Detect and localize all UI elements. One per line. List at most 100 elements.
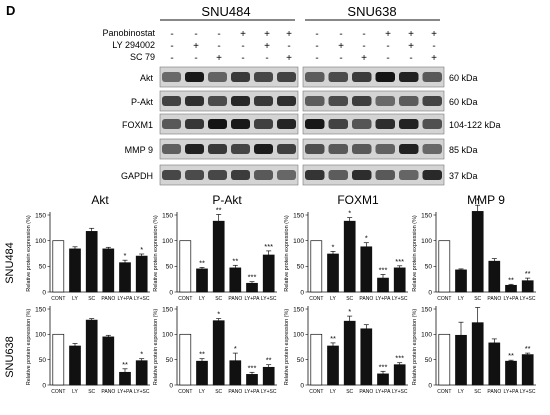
blot-band	[422, 144, 442, 154]
y-tick-label: 50	[297, 357, 305, 364]
y-tick-label: 150	[162, 306, 173, 313]
significance-marker: *	[124, 251, 127, 260]
treatment-label-ly294002: LY 294002	[112, 40, 155, 50]
bar	[135, 360, 148, 386]
significance-marker: ***	[248, 273, 257, 282]
blot-band	[277, 119, 296, 129]
treatment-mark: +	[431, 53, 437, 64]
cell-line-header-snu638: SNU638	[347, 4, 396, 19]
bar	[85, 231, 98, 293]
blot-band	[208, 170, 227, 180]
y-tick-label: 100	[35, 238, 46, 245]
blot-size-label: 85 kDa	[449, 145, 478, 155]
treatment-mark: -	[194, 29, 197, 40]
x-tick-label: LY	[72, 296, 78, 302]
significance-marker: **	[525, 269, 531, 278]
y-tick-label: 150	[35, 212, 46, 219]
bar	[521, 280, 534, 293]
y-tick-label: 150	[162, 212, 173, 219]
x-tick-label: PANO	[359, 389, 373, 395]
x-tick-label: LY+PA	[376, 389, 392, 395]
blot-band	[305, 144, 325, 154]
chart-title: FOXM1	[337, 193, 379, 207]
y-tick-label: 100	[162, 332, 173, 339]
treatment-mark: -	[241, 41, 244, 52]
bar	[262, 366, 275, 386]
blot-protein-label: FOXM1	[122, 120, 153, 130]
y-tick-label: 0	[169, 382, 173, 389]
x-tick-label: PANO	[228, 296, 242, 302]
x-tick-label: LY+PA	[245, 389, 261, 395]
significance-marker: ***	[395, 257, 404, 266]
blot-band	[254, 170, 273, 180]
treatment-mark: +	[193, 41, 199, 52]
blot-band	[375, 170, 395, 180]
treatment-mark: +	[286, 29, 292, 40]
blot-band	[375, 119, 395, 129]
x-tick-label: LY+PA	[376, 296, 392, 302]
y-tick-label: 50	[39, 357, 47, 364]
bar	[455, 269, 467, 293]
x-tick-label: LY+SC	[261, 296, 277, 302]
bar	[119, 371, 131, 386]
bar	[246, 374, 258, 386]
significance-marker: **	[525, 344, 531, 353]
x-tick-label: SC	[474, 296, 481, 302]
y-axis-label: Relative protein expression (%)	[153, 215, 159, 292]
treatment-mark: -	[170, 41, 173, 52]
bar	[488, 342, 501, 386]
blot-band	[277, 96, 296, 106]
blot-band	[208, 72, 227, 82]
treatment-table: Panobinostat LY 294002 SC 79 - - - + + + - - - + +…	[102, 28, 437, 64]
blot-band	[254, 119, 273, 129]
bar	[360, 246, 373, 293]
x-tick-label: PANO	[487, 389, 501, 395]
x-tick-label: CONT	[178, 389, 192, 395]
blot-band	[352, 144, 372, 154]
bar	[393, 267, 406, 293]
blot-band	[254, 96, 273, 106]
treatment-mark: +	[408, 41, 414, 52]
x-tick-label: LY+PA	[504, 296, 520, 302]
y-tick-label: 0	[300, 289, 304, 296]
significance-marker: **	[508, 275, 514, 284]
x-tick-label: LY+PA	[504, 389, 520, 395]
y-tick-label: 150	[293, 306, 304, 313]
significance-marker: ***	[248, 363, 257, 372]
y-tick-label: 100	[421, 332, 432, 339]
blot-band	[352, 96, 372, 106]
significance-marker: *	[234, 344, 237, 353]
blot-band	[277, 170, 296, 180]
bar	[327, 345, 339, 386]
blot-band	[422, 119, 442, 129]
x-tick-label: CONT	[51, 389, 65, 395]
y-tick-label: 50	[425, 264, 433, 271]
blot-band	[399, 144, 419, 154]
x-tick-label: PANO	[359, 296, 373, 302]
y-tick-label: 100	[421, 238, 432, 245]
bar	[310, 240, 323, 293]
blot-band	[422, 96, 442, 106]
significance-marker: **	[122, 360, 128, 369]
blot-band	[399, 170, 419, 180]
y-axis-label: Relative protein expression (%)	[412, 215, 418, 292]
blot-band	[231, 96, 250, 106]
x-tick-label: SC	[474, 389, 481, 395]
y-axis-label: Relative protein expression (%)	[26, 215, 32, 292]
bar	[196, 268, 208, 293]
treatment-mark: -	[386, 53, 389, 64]
treatment-mark: +	[431, 29, 437, 40]
blot-band	[162, 96, 181, 106]
treatment-mark: -	[339, 29, 342, 40]
x-tick-label: LY	[199, 389, 205, 395]
blot-size-label: 37 kDa	[449, 171, 478, 181]
bar	[262, 254, 275, 293]
blot-size-label: 104-122 kDa	[449, 120, 501, 130]
y-tick-label: 0	[300, 382, 304, 389]
bar	[393, 364, 406, 386]
blot-band	[208, 119, 227, 129]
bar	[212, 220, 225, 293]
row-label-snu638: SNU638	[4, 336, 16, 378]
bar	[52, 333, 65, 386]
significance-marker: **	[216, 206, 222, 215]
